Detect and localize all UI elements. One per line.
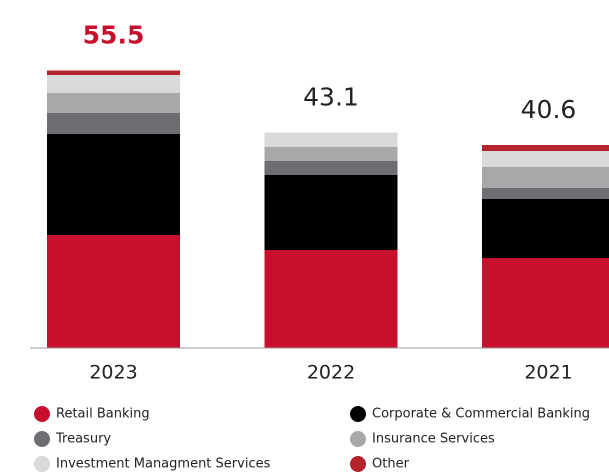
bar-segment — [482, 188, 609, 199]
bar-segment — [264, 175, 398, 250]
legend-label: Insurance Services — [372, 432, 495, 447]
legend-swatch — [350, 406, 366, 422]
bar-segment — [482, 151, 609, 167]
bar-segment — [482, 199, 609, 258]
bar-segment — [47, 113, 180, 134]
bar-segment — [482, 145, 609, 151]
legend-swatch — [34, 406, 50, 422]
bar-segment — [47, 93, 180, 113]
legend-label: Treasury — [55, 432, 111, 447]
legend-swatch — [350, 456, 366, 472]
x-tick-label: 2022 — [307, 362, 355, 384]
bar-segment — [47, 134, 180, 235]
bar-segment — [264, 132, 398, 147]
legend-swatch — [350, 431, 366, 447]
bar-segment — [47, 235, 180, 348]
bar-segment — [482, 258, 609, 348]
legend-label: Corporate & Commercial Banking — [372, 407, 590, 422]
legend-label: Investment Managment Services — [56, 457, 271, 472]
total-label: 40.6 — [521, 95, 577, 124]
legend-label: Other — [372, 457, 410, 472]
x-tick-label: 2023 — [89, 362, 137, 384]
bar-segment — [47, 75, 180, 93]
bar-segment — [264, 250, 398, 348]
total-label: 43.1 — [303, 83, 359, 112]
bar-segment — [482, 167, 609, 188]
legend-label: Retail Banking — [56, 407, 150, 422]
legend-swatch — [34, 431, 50, 447]
total-label: 55.5 — [83, 21, 145, 50]
bar-segment — [264, 161, 398, 175]
x-tick-label: 2021 — [524, 362, 572, 384]
bar-segment — [47, 70, 180, 75]
bar-segment — [264, 147, 398, 161]
legend-swatch — [34, 456, 50, 472]
